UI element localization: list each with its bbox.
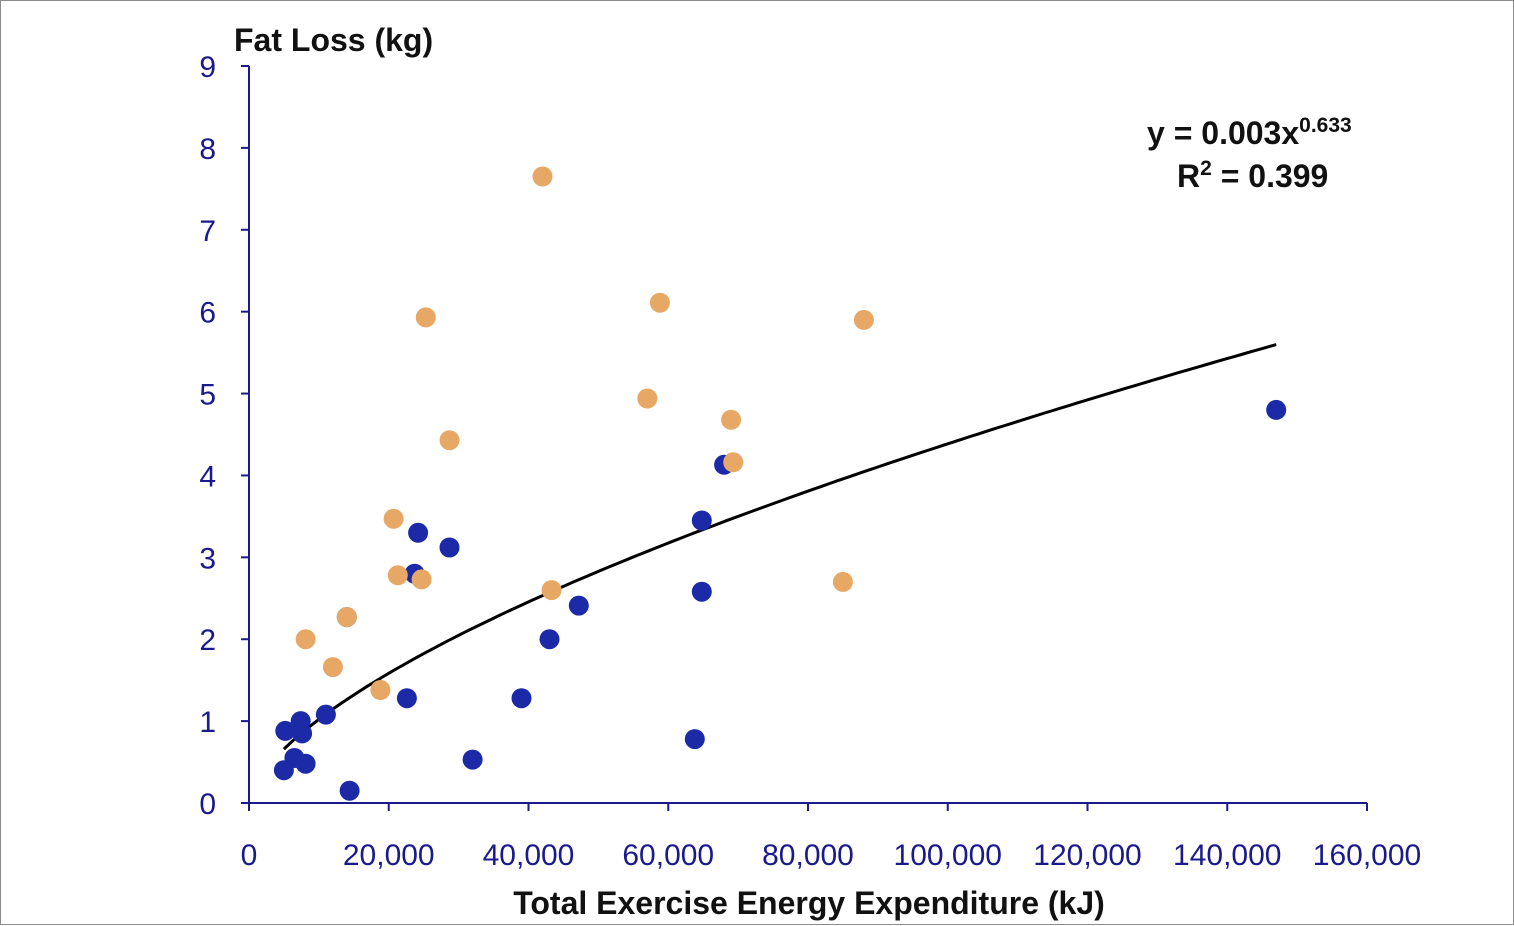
y-ticks: 0 1 2 3 4 5 6 7 8 9 [199,51,249,821]
y-tick-label: 2 [199,624,216,657]
orange-data-point [336,607,357,628]
r-squared-label: R2 = 0.399 [1177,157,1328,194]
blue-data-point [295,753,316,774]
orange-data-point [387,565,408,586]
x-axis-title: Total Exercise Energy Expenditure (kJ) [513,885,1105,921]
x-tick-label: 0 [241,839,258,872]
x-tick-label: 100,000 [894,839,1002,872]
blue-data-point [292,723,313,744]
y-tick-label: 5 [199,379,216,412]
orange-data-point [295,629,316,650]
y-tick-label: 4 [199,460,216,493]
y-tick-label: 9 [199,51,216,84]
blue-data-point [275,720,296,741]
orange-data-point [723,452,744,473]
orange-data-point [383,508,404,529]
orange-data-point [439,430,460,451]
blue-data-point [396,688,417,709]
blue-data-point [539,629,560,650]
blue-data-point [339,780,360,801]
x-ticks: 0 20,000 40,000 60,000 80,000 100,000 120,000 1… [241,803,1421,872]
y-tick-label: 8 [199,133,216,166]
orange-data-point [415,307,436,328]
x-tick-label: 40,000 [483,839,575,872]
blue-data-point [439,537,460,558]
trend-equation: y = 0.003x0.633 [1147,114,1352,151]
orange-data-point [322,657,343,678]
y-tick-label: 7 [199,215,216,248]
orange-data-point [532,166,553,187]
x-tick-label: 120,000 [1033,839,1141,872]
x-tick-label: 60,000 [622,839,714,872]
orange-data-point [721,409,742,430]
orange-data-point [411,569,432,590]
data-points [273,166,1287,801]
orange-data-point [370,680,391,700]
y-axis-title: Fat Loss (kg) [234,22,433,58]
x-tick-label: 140,000 [1173,839,1281,872]
x-tick-label: 160,000 [1313,839,1421,872]
blue-data-point [462,749,483,770]
y-tick-label: 6 [199,297,216,330]
x-tick-label: 80,000 [762,839,854,872]
blue-data-point [684,729,705,750]
orange-data-point [853,309,874,330]
x-tick-label: 20,000 [343,839,435,872]
blue-data-point [691,581,712,602]
blue-data-point [568,595,589,616]
orange-data-point [637,388,658,409]
blue-data-point [315,704,336,725]
blue-data-point [691,510,712,531]
trendline [282,343,1277,751]
blue-data-point [408,522,429,543]
y-tick-label: 0 [199,788,216,821]
orange-data-point [541,580,562,601]
y-tick-label: 3 [199,542,216,575]
blue-data-point [1266,399,1287,420]
blue-data-point [511,688,532,709]
orange-data-point [832,571,853,592]
y-tick-label: 1 [199,706,216,739]
orange-data-point [649,292,670,313]
